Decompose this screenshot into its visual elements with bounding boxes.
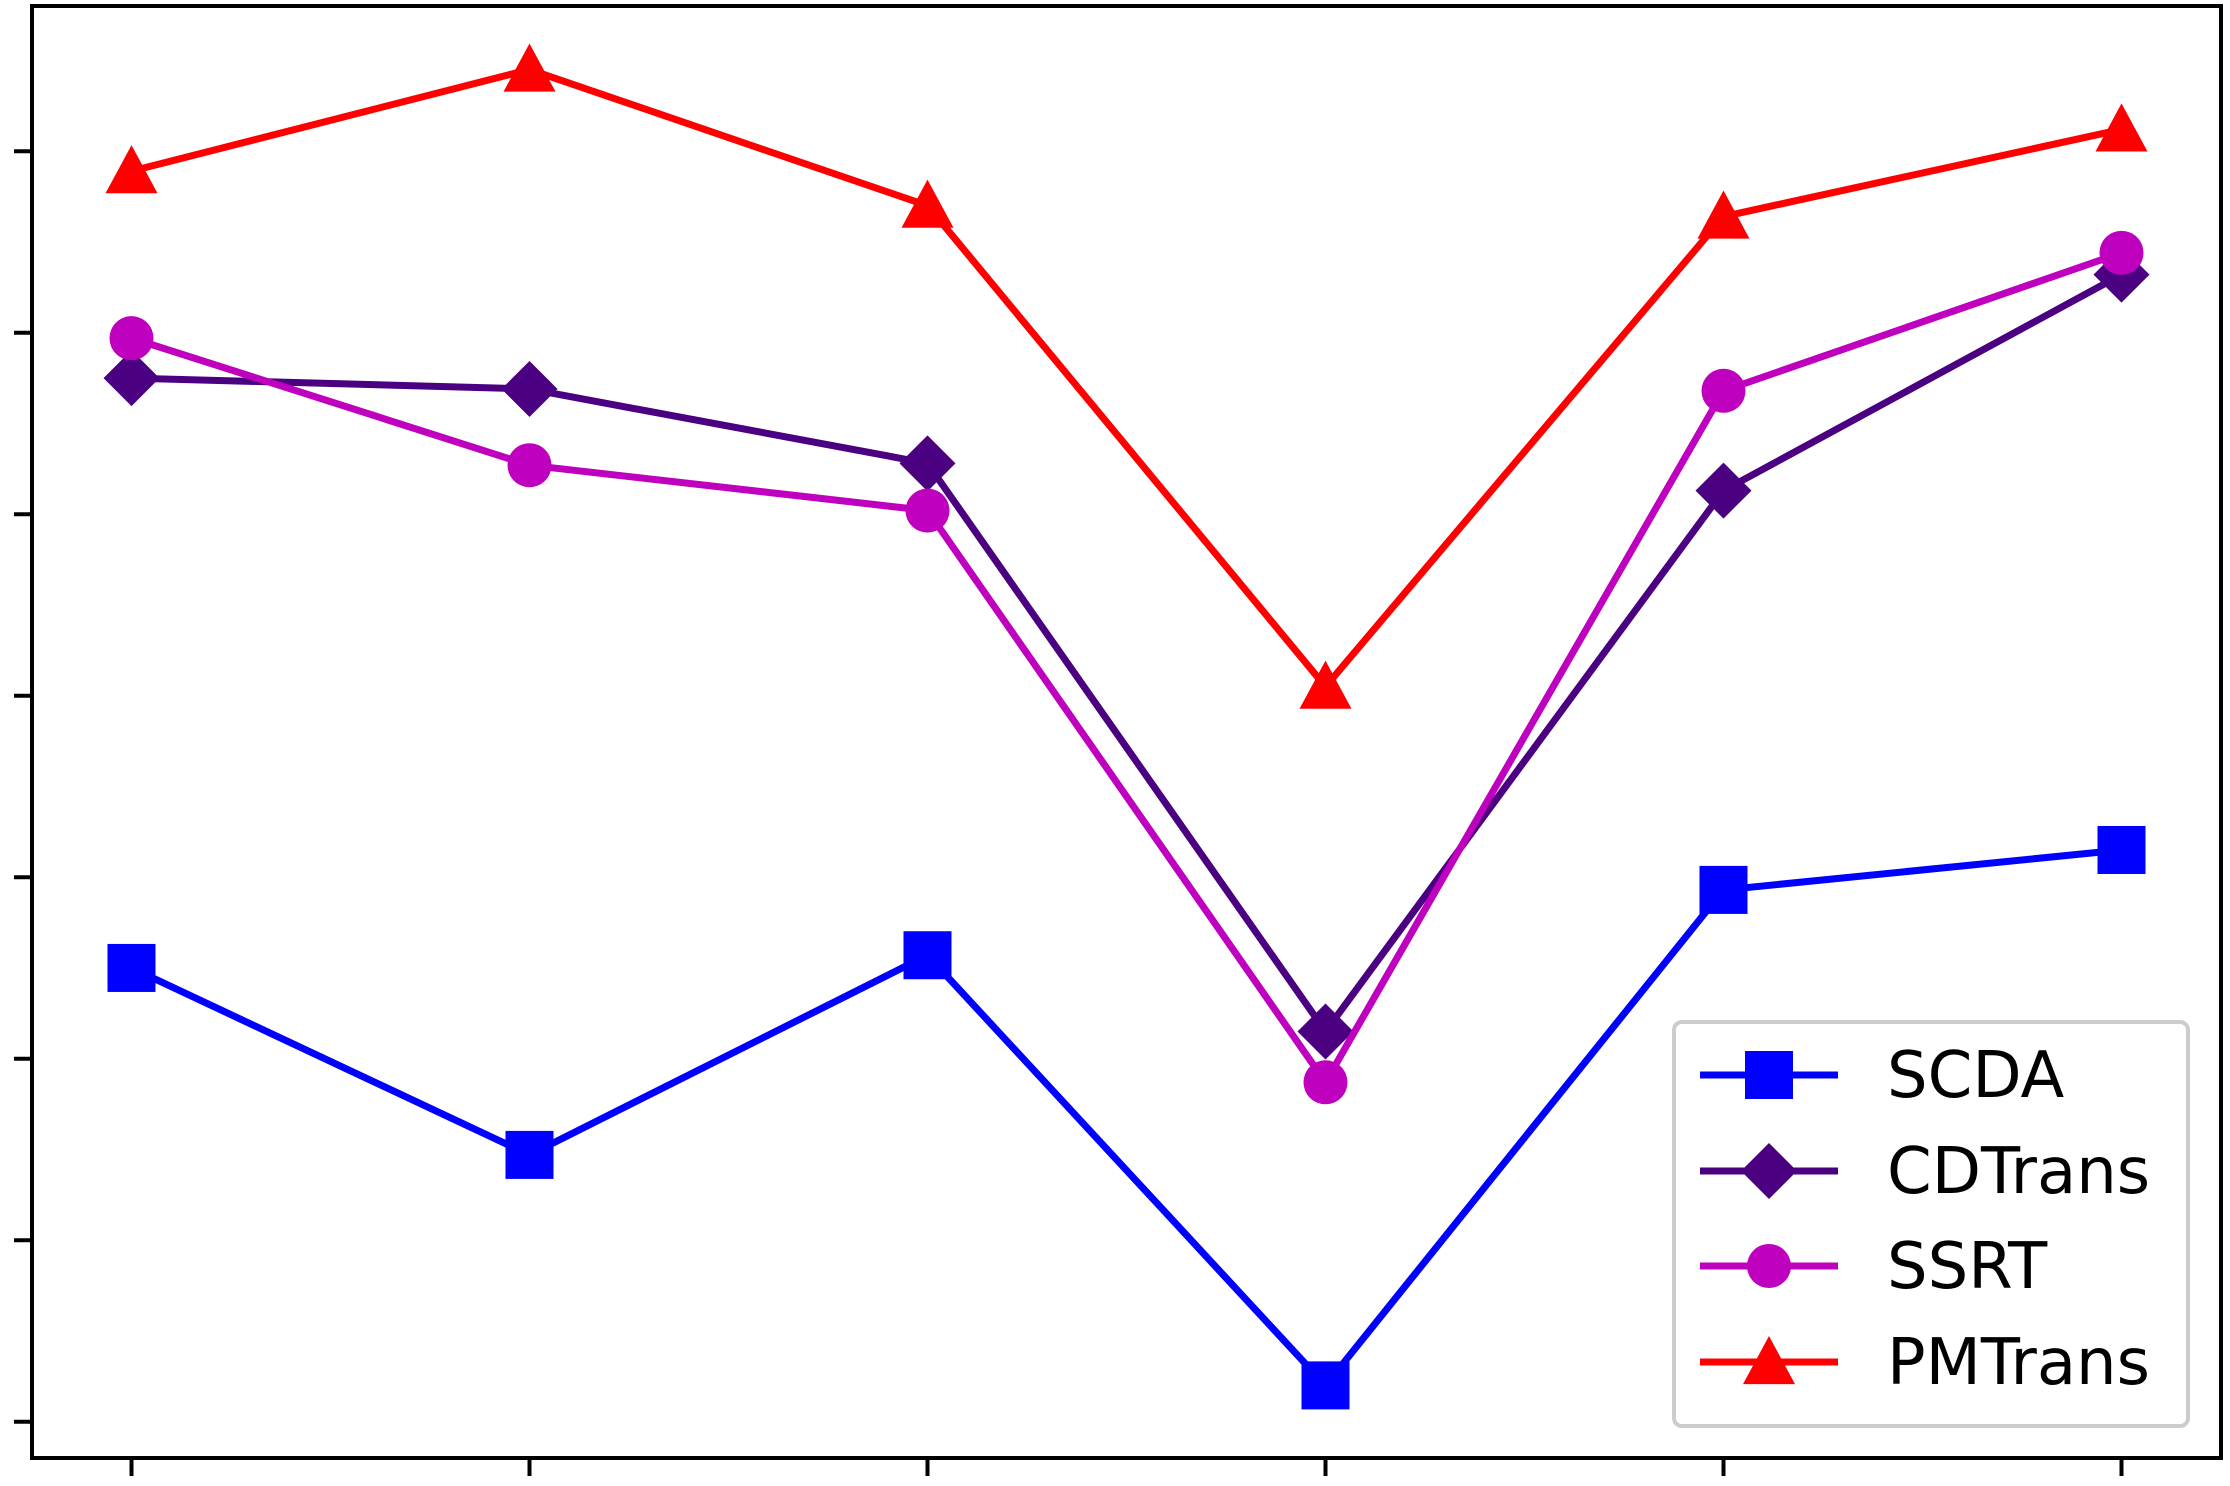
data-point-cdtrans-2 [899, 435, 956, 492]
data-point-ssrt-3 [1303, 1060, 1348, 1105]
legend-marker-scda [1745, 1051, 1793, 1099]
data-point-pmtrans-1 [503, 43, 556, 92]
data-point-ssrt-1 [507, 443, 552, 488]
data-point-cdtrans-0 [103, 350, 160, 407]
series-ssrt [109, 230, 2144, 1105]
series-cdtrans [103, 246, 2150, 1060]
data-point-scda-3 [1301, 1361, 1350, 1410]
data-point-ssrt-5 [2099, 230, 2144, 275]
data-point-ssrt-2 [905, 488, 950, 533]
legend-label-ssrt: SSRT [1887, 1230, 2048, 1304]
data-point-pmtrans-5 [2095, 103, 2148, 152]
series-group [103, 43, 2150, 1410]
data-point-scda-5 [2097, 825, 2146, 874]
data-point-pmtrans-3 [1299, 660, 1352, 709]
series-line-cdtrans [131, 271, 2124, 1038]
series-line-ssrt [130, 249, 2123, 1089]
legend-marker-cdtrans [1741, 1143, 1797, 1199]
legend-marker-ssrt [1747, 1244, 1791, 1288]
data-point-cdtrans-3 [1297, 1003, 1354, 1060]
series-scda [107, 825, 2146, 1410]
legend: SCDA CDTrans SSRT PMTrans [1672, 1020, 2190, 1428]
data-point-cdtrans-4 [1695, 462, 1752, 519]
plot-area-frame [30, 4, 2223, 1460]
data-point-pmtrans-0 [105, 145, 158, 194]
data-point-pmtrans-4 [1697, 190, 1750, 239]
legend-box [1672, 1020, 2190, 1428]
legend-entry-pmtrans: PMTrans [1700, 1326, 2150, 1400]
data-point-ssrt-4 [1701, 368, 1746, 413]
legend-entry-cdtrans: CDTrans [1700, 1135, 2150, 1209]
legend-label-cdtrans: CDTrans [1887, 1135, 2150, 1209]
series-line-scda [130, 846, 2122, 1391]
data-point-cdtrans-1 [501, 360, 558, 417]
data-point-ssrt-0 [109, 316, 154, 361]
legend-label-pmtrans: PMTrans [1887, 1326, 2150, 1400]
data-point-pmtrans-2 [901, 179, 954, 228]
data-point-scda-2 [903, 931, 952, 980]
data-point-scda-1 [505, 1130, 554, 1179]
series-pmtrans [105, 43, 2148, 709]
axis-ticks [14, 149, 2124, 1476]
legend-marker-pmtrans [1743, 1336, 1795, 1385]
legend-label-scda: SCDA [1887, 1039, 2064, 1113]
data-point-scda-4 [1699, 865, 1748, 914]
legend-entry-scda: SCDA [1700, 1039, 2064, 1113]
legend-entry-ssrt: SSRT [1700, 1230, 2048, 1304]
series-line-pmtrans [130, 65, 2123, 693]
data-point-scda-0 [107, 943, 156, 992]
